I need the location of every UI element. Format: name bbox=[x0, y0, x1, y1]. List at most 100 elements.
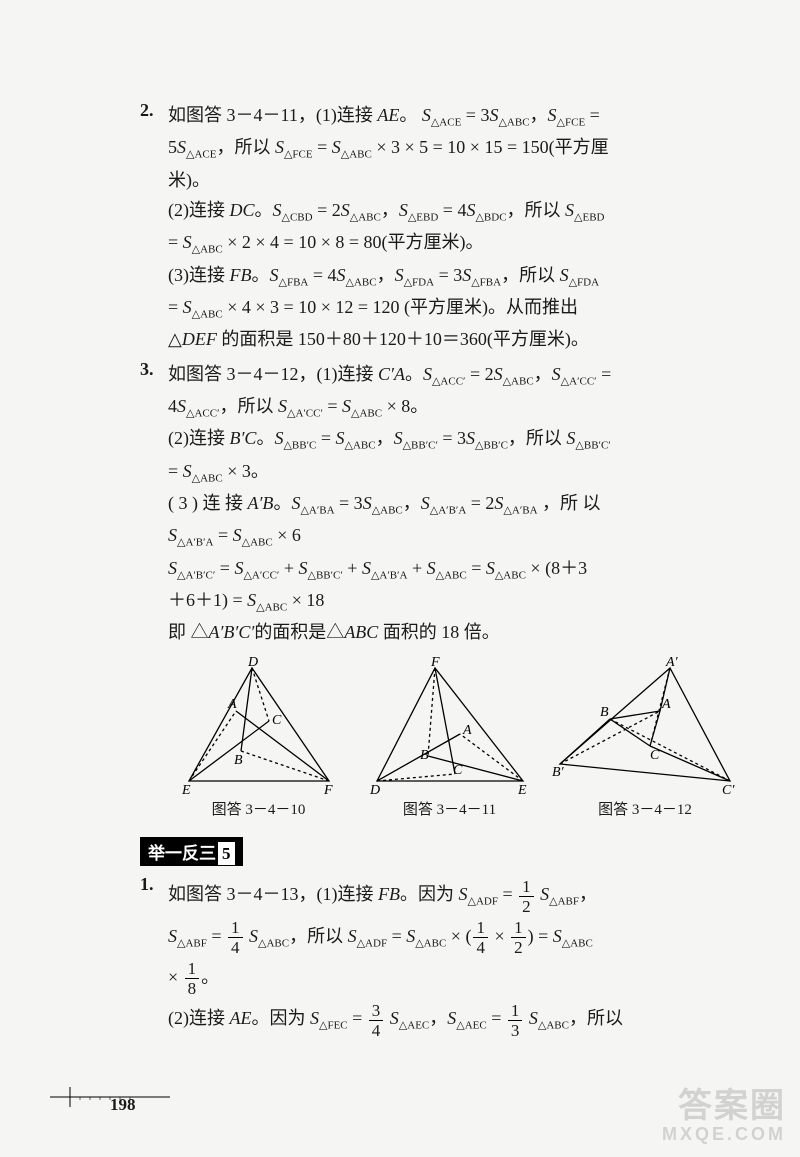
t: △ABC bbox=[562, 937, 593, 949]
section-tag: 举一反三5 bbox=[140, 837, 243, 866]
t: △EBD bbox=[408, 212, 438, 224]
t: 5 bbox=[168, 137, 177, 157]
t: △ABC bbox=[192, 244, 223, 256]
t: × 8。 bbox=[382, 396, 428, 416]
t: △ABC bbox=[495, 569, 526, 581]
t: △ABC bbox=[256, 601, 287, 613]
t: = 4 bbox=[438, 200, 466, 220]
t: 。 bbox=[255, 200, 273, 220]
t: A′B bbox=[248, 493, 274, 513]
t: 。因为 bbox=[400, 884, 459, 904]
t: △A′CC′ bbox=[287, 408, 323, 420]
watermark: 答案圈 MXQE.COM bbox=[662, 1089, 786, 1143]
lbl: B bbox=[420, 748, 429, 763]
t: △A′CC′ bbox=[561, 375, 597, 387]
t: 1 bbox=[185, 960, 200, 979]
t: △ABC bbox=[345, 440, 376, 452]
lbl: C bbox=[650, 748, 660, 763]
t: 的面积是△ bbox=[254, 622, 344, 642]
t: ，所以 bbox=[508, 428, 567, 448]
t: △ABC bbox=[258, 937, 289, 949]
t: 3 bbox=[369, 1002, 384, 1021]
t: = 3 bbox=[461, 105, 489, 125]
t: △A′B′C′ bbox=[177, 569, 215, 581]
figure-3-4-11: F A B C D E 图答 3－4－11 bbox=[359, 656, 540, 824]
section-header: 举一反三5 bbox=[110, 831, 740, 874]
t: △FEC bbox=[319, 1020, 348, 1032]
figure-3-4-12: A′ A B C B′ C′ 图答 3－4－12 bbox=[550, 656, 740, 824]
t: △ABC bbox=[242, 537, 273, 549]
t: + bbox=[343, 558, 362, 578]
caption: 图答 3－4－10 bbox=[168, 798, 349, 824]
t: 4 bbox=[168, 396, 177, 416]
t: △A′B′A bbox=[430, 505, 467, 517]
t: 2 bbox=[519, 897, 534, 915]
t: ，所以 bbox=[501, 265, 560, 285]
t: 1 bbox=[519, 878, 534, 897]
question-3: 3. 如图答 3－4－12，(1)连接 C′A。S△ACC′ = 2S△ABC，… bbox=[140, 359, 740, 827]
lbl: B bbox=[234, 753, 243, 768]
q1b-body: 如图答 3－4－13，(1)连接 FB。因为 S△ADF = 12 S△ABF，… bbox=[168, 874, 740, 1040]
t: △FDA bbox=[569, 276, 599, 288]
t: △A′BA bbox=[503, 505, 537, 517]
t: × 3。 bbox=[223, 461, 269, 481]
t: 8 bbox=[185, 979, 200, 997]
t: △ABC bbox=[192, 309, 223, 321]
lbl: E bbox=[181, 783, 191, 796]
t: △A′CC′ bbox=[243, 569, 279, 581]
t: (2)连接 bbox=[168, 1008, 230, 1028]
t: 4 bbox=[473, 938, 488, 956]
page-content: 2. 如图答 3－4－11，(1)连接 AE。 S△ACE = 3S△ABC，S… bbox=[0, 0, 800, 1084]
t: △ADF bbox=[357, 937, 387, 949]
t: ，所以 bbox=[507, 200, 566, 220]
t: + bbox=[407, 558, 426, 578]
t: 2 bbox=[511, 938, 526, 956]
t: △AEC bbox=[456, 1020, 486, 1032]
t: S bbox=[422, 105, 431, 125]
lbl: D bbox=[247, 656, 258, 670]
question-1b: 1. 如图答 3－4－13，(1)连接 FB。因为 S△ADF = 12 S△A… bbox=[140, 874, 740, 1040]
t: × 4 × 3 = 10 × 12 = 120 (平方厘米)。从而推出 bbox=[223, 297, 578, 317]
t: △ABF bbox=[549, 896, 579, 908]
q1b-number: 1. bbox=[140, 874, 168, 1040]
t: △ABC bbox=[498, 117, 529, 129]
t: FB bbox=[378, 884, 400, 904]
t: DC bbox=[230, 200, 255, 220]
t: △ACC′ bbox=[186, 408, 219, 420]
t: FB bbox=[230, 265, 252, 285]
t: ， bbox=[530, 105, 548, 125]
t: △FBA bbox=[471, 276, 501, 288]
t: × 6 bbox=[273, 525, 301, 545]
t: 。 bbox=[399, 105, 417, 125]
t: 米)。 bbox=[168, 165, 740, 196]
t: △FCE bbox=[284, 149, 313, 161]
lbl: C bbox=[272, 713, 282, 728]
t: ，所 以 bbox=[538, 493, 601, 513]
t: ，所以 bbox=[219, 396, 278, 416]
t: △BB′C bbox=[475, 440, 508, 452]
t: 答案圈 bbox=[678, 1087, 786, 1125]
lbl: F bbox=[323, 783, 333, 796]
lbl: E bbox=[517, 783, 527, 796]
t: 如图答 3－4－11，(1)连接 bbox=[168, 105, 377, 125]
t: △ABF bbox=[177, 937, 207, 949]
q3-body: 如图答 3－4－12，(1)连接 C′A。S△ACC′ = 2S△ABC，S△A… bbox=[168, 359, 740, 827]
t: △A′BA bbox=[300, 505, 334, 517]
t: △FCE bbox=[557, 117, 586, 129]
t: = bbox=[585, 105, 600, 125]
lbl: A bbox=[462, 723, 472, 738]
t: △ABC bbox=[351, 408, 382, 420]
t: △ABC bbox=[346, 276, 377, 288]
t: 。 bbox=[405, 364, 423, 384]
t: △ABC bbox=[436, 569, 467, 581]
t: △A′B′A bbox=[371, 569, 408, 581]
t: × 3 × 5 = 10 × 15 = 150(平方厘 bbox=[372, 137, 609, 157]
t: = 4 bbox=[308, 265, 336, 285]
t: △FDA bbox=[404, 276, 434, 288]
t: (3)连接 bbox=[168, 265, 230, 285]
t: △AEC bbox=[399, 1020, 429, 1032]
lbl: A bbox=[227, 697, 237, 712]
t: × 2 × 4 = 10 × 8 = 80(平方厘米)。 bbox=[223, 232, 484, 252]
t: A′B′C′ bbox=[209, 622, 255, 642]
caption: 图答 3－4－11 bbox=[359, 798, 540, 824]
